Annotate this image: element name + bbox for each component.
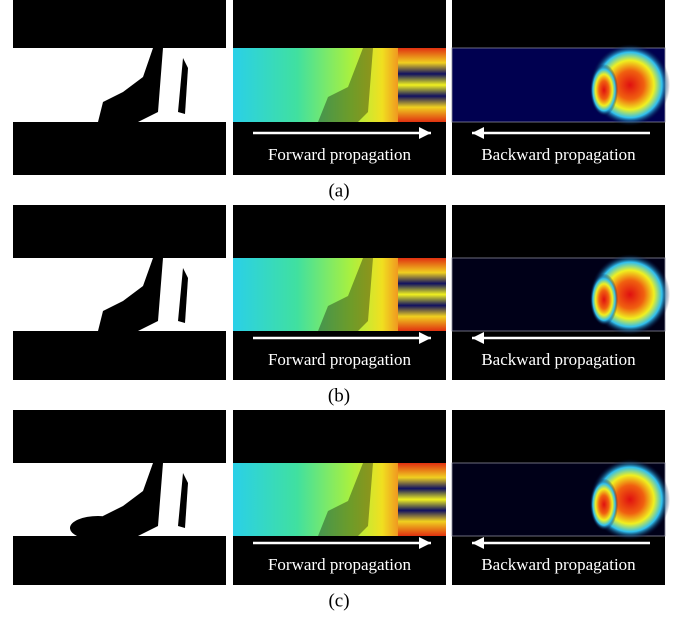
topology-panel — [13, 0, 226, 175]
arrow-head — [472, 332, 484, 344]
arrow-head — [419, 127, 431, 139]
caption: Backward propagation — [481, 145, 636, 164]
figure-row: Forward propagation Backward propagation (… — [13, 205, 670, 406]
caption: Forward propagation — [268, 555, 412, 574]
topology-panel — [13, 205, 226, 380]
backward-panel: Backward propagation — [451, 205, 670, 380]
forward-panel: Forward propagation — [233, 205, 446, 380]
row-label: (b) — [328, 385, 350, 406]
figure-row: Forward propagation Backward propagation (… — [13, 0, 670, 201]
arrow-head — [472, 127, 484, 139]
caption: Backward propagation — [481, 555, 636, 574]
forward-panel: Forward propagation — [233, 410, 446, 585]
hot-spot — [590, 64, 618, 116]
hot-spot — [590, 273, 618, 326]
field-stripes — [398, 258, 446, 331]
caption: Backward propagation — [481, 350, 636, 369]
backward-panel: Backward propagation — [451, 0, 670, 175]
material — [318, 463, 373, 536]
material — [178, 268, 188, 323]
material — [178, 473, 188, 528]
topology-panel — [13, 410, 226, 585]
figure-row: Forward propagation Backward propagation (… — [13, 410, 670, 611]
row-label: (a) — [328, 180, 349, 201]
material — [98, 48, 163, 122]
arrow-head — [419, 332, 431, 344]
caption: Forward propagation — [268, 145, 412, 164]
material — [98, 258, 163, 331]
row-label: (c) — [328, 590, 349, 611]
material — [178, 58, 188, 114]
material — [318, 258, 373, 331]
material — [70, 516, 126, 540]
caption: Forward propagation — [268, 350, 412, 369]
arrow-head — [419, 537, 431, 549]
material — [318, 48, 373, 122]
hot-spot — [590, 478, 618, 531]
material — [98, 463, 163, 536]
field-stripes — [398, 48, 446, 122]
backward-panel: Backward propagation — [451, 410, 670, 585]
field-stripes — [398, 463, 446, 536]
arrow-head — [472, 537, 484, 549]
forward-panel: Forward propagation — [233, 0, 446, 175]
